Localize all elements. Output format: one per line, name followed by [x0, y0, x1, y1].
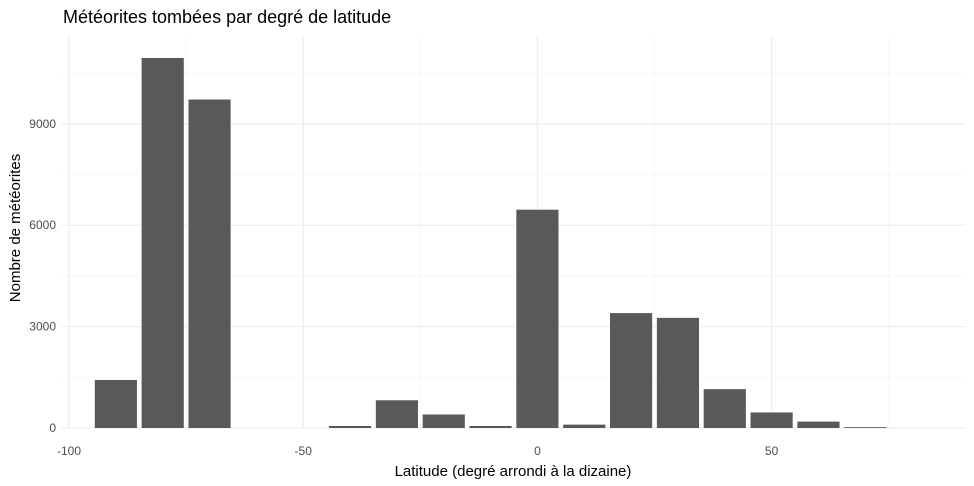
bar — [703, 389, 746, 428]
x-tick-labels: -100 -50 0 50 — [57, 444, 779, 458]
bar — [94, 380, 137, 428]
x-tick-label: -50 — [295, 444, 313, 458]
y-tick-label: 6000 — [29, 218, 56, 232]
bar — [656, 317, 700, 428]
bar — [797, 421, 840, 428]
y-tick-label: 9000 — [29, 117, 56, 131]
chart-title: Météorites tombées par degré de latitude — [63, 7, 391, 27]
y-tick-label: 3000 — [29, 320, 56, 334]
bar — [563, 424, 606, 428]
y-tick-labels: 0 3000 6000 9000 — [29, 117, 56, 435]
x-tick-label: 0 — [534, 444, 541, 458]
x-axis-title: Latitude (degré arrondi à la dizaine) — [395, 463, 632, 480]
x-tick-label: -100 — [57, 444, 81, 458]
bar — [375, 400, 418, 428]
bar — [516, 209, 559, 428]
x-tick-label: 50 — [765, 444, 779, 458]
bar — [188, 99, 231, 428]
bar — [610, 313, 653, 428]
y-tick-label: 0 — [49, 421, 56, 435]
bar — [844, 427, 887, 428]
bar — [141, 57, 184, 429]
bar — [469, 425, 512, 428]
y-axis-title: Nombre de météorites — [7, 154, 24, 302]
bar — [422, 414, 465, 428]
bars — [94, 57, 887, 429]
bar — [328, 425, 372, 428]
bar — [750, 412, 793, 428]
